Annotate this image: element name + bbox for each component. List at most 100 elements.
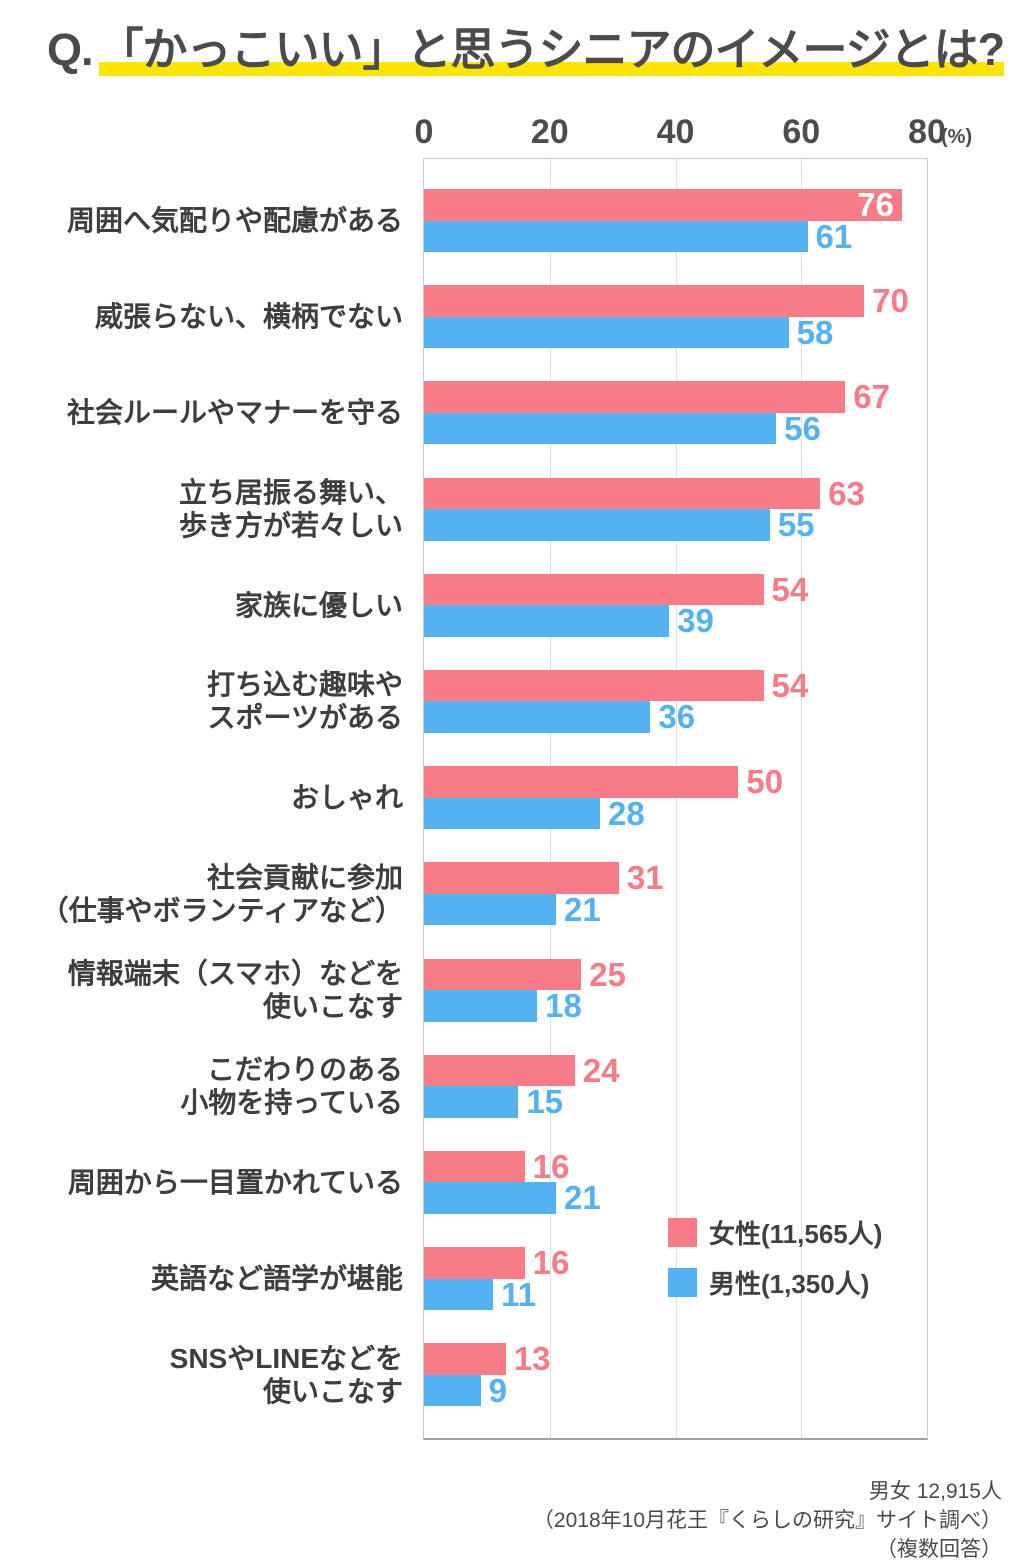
male-bar-track: 39 xyxy=(424,605,808,637)
female-bar-value: 63 xyxy=(828,474,865,512)
male-bar xyxy=(424,797,601,830)
male-bar-track: 9 xyxy=(424,1371,550,1409)
male-bar xyxy=(424,1278,494,1311)
category-label-line: 家族に優しい xyxy=(234,589,403,621)
category-label-line: 歩き方が若々しい xyxy=(178,510,403,542)
male-bar xyxy=(424,412,777,445)
bar-pair: 54 36 xyxy=(424,666,809,736)
chart-row: 周囲から一目置かれている 16 21 xyxy=(0,1150,1024,1247)
x-tick-label: 60 xyxy=(782,113,821,151)
male-bar-track: 18 xyxy=(424,987,626,1024)
female-bar-value: 67 xyxy=(853,378,890,416)
category-label-line: 使いこなす xyxy=(262,991,403,1022)
female-bar xyxy=(424,1054,575,1087)
male-bar-value: 36 xyxy=(658,698,696,736)
male-bar-value: 15 xyxy=(526,1083,564,1121)
female-bar-value: 76 xyxy=(857,186,894,223)
category-label: 情報端末（スマホ）などを 使いこなす xyxy=(68,958,403,1022)
female-bar xyxy=(424,1247,525,1279)
female-bar-track: 24 xyxy=(424,1051,620,1089)
category-label: おしゃれ xyxy=(291,766,403,829)
category-label-line: 打ち込む趣味や xyxy=(206,669,403,701)
bar-pair: 31 21 xyxy=(424,862,664,928)
chart-row: 打ち込む趣味や スポーツがある 54 36 xyxy=(0,666,1024,766)
male-bar xyxy=(424,1374,481,1407)
source-note-line1: 男女 12,915人 xyxy=(868,1480,1002,1503)
category-label-line: 立ち居振る舞い、 xyxy=(178,477,403,509)
female-bar xyxy=(424,477,821,510)
female-bar xyxy=(424,285,865,317)
female-bar-value: 54 xyxy=(771,666,809,704)
category-label-line: 使いこなす xyxy=(262,1375,403,1407)
male-bar-value: 28 xyxy=(608,794,645,832)
male-bar-track: 58 xyxy=(424,313,909,351)
female-bar-value: 16 xyxy=(532,1244,570,1282)
category-label-line: 社会ルールやマナーを守る xyxy=(66,397,403,429)
female-bar xyxy=(424,669,764,702)
female-bar-value: 24 xyxy=(582,1051,620,1089)
female-swatch-icon xyxy=(668,1218,697,1247)
male-bar-track: 61 xyxy=(424,217,902,255)
category-label: こだわりのある 小物を持っている xyxy=(180,1054,403,1119)
female-bar-track: 50 xyxy=(424,763,784,801)
bar-pair: 13 9 xyxy=(424,1343,550,1406)
female-bar-track: 25 xyxy=(424,958,626,990)
female-bar xyxy=(424,1150,525,1183)
female-bar-track: 54 xyxy=(424,573,808,606)
female-bar xyxy=(424,958,582,990)
category-label-line: 周囲へ気配りや配慮がある xyxy=(66,205,403,236)
female-bar xyxy=(424,573,764,606)
female-bar-value: 70 xyxy=(872,282,909,320)
male-bar-value: 39 xyxy=(677,602,714,640)
x-axis-unit-label: (%) xyxy=(941,126,973,148)
x-tick-label: 40 xyxy=(656,113,695,151)
category-label: SNSやLINEなどを 使いこなす xyxy=(170,1343,403,1407)
male-bar-track: 21 xyxy=(424,890,664,928)
female-bar xyxy=(424,766,739,798)
chart-row: 威張らない、横柄でない 70 58 xyxy=(0,282,1024,381)
bar-pair: 50 28 xyxy=(424,763,784,832)
bar-pair: 67 56 xyxy=(424,381,890,445)
category-label-line: 英語など語学が堪能 xyxy=(150,1263,403,1295)
source-note-line2: （2018年10月花王『くらしの研究』サイト調べ） xyxy=(532,1509,1002,1532)
chart-title-highlight: 「かっこいい」と思うシニアのイメージとは? xyxy=(98,24,1005,76)
category-label-line: 小物を持っている xyxy=(180,1087,403,1119)
male-bar-track: 28 xyxy=(424,794,783,832)
male-bar-value: 61 xyxy=(815,217,853,255)
female-bar-track: 70 xyxy=(424,282,909,320)
bar-pair: 16 11 xyxy=(424,1244,570,1313)
category-label-line: 周囲から一目置かれている xyxy=(67,1166,403,1198)
bar-pair: 24 15 xyxy=(424,1051,620,1121)
chart-row: 英語など語学が堪能 16 11 xyxy=(0,1244,1024,1343)
male-swatch-icon xyxy=(668,1268,697,1297)
male-bar-track: 56 xyxy=(424,412,890,445)
male-bar-value: 11 xyxy=(501,1275,537,1313)
female-bar: 76 xyxy=(424,186,902,223)
chart-title: Q. 「かっこいい」と思うシニアのイメージとは? xyxy=(47,22,1005,78)
male-bar-value: 18 xyxy=(545,987,582,1024)
female-bar-track: 67 xyxy=(424,381,890,413)
chart-row: 家族に優しい 54 39 xyxy=(0,573,1024,670)
chart-row: おしゃれ 50 28 xyxy=(0,763,1024,862)
category-label: 立ち居振る舞い、 歩き方が若々しい xyxy=(178,477,403,542)
category-label-line: こだわりのある xyxy=(206,1054,403,1086)
female-bar-track: 13 xyxy=(424,1343,550,1375)
female-bar-value: 50 xyxy=(746,763,784,801)
category-label-line: 威張らない、横柄でない xyxy=(94,301,403,333)
chart-row: 社会ルールやマナーを守る 67 56 xyxy=(0,381,1024,477)
category-label-line: （仕事やボランティアなど） xyxy=(40,894,403,926)
female-bar-track: 54 xyxy=(424,666,809,704)
male-bar-value: 9 xyxy=(488,1371,507,1409)
legend-item-female: 女性(11,565人) xyxy=(668,1218,882,1249)
source-note: 男女 12,915人 （2018年10月花王『くらしの研究』サイト調べ） （複数… xyxy=(533,1477,1002,1564)
x-tick-label: 0 xyxy=(414,113,434,151)
male-bar-track: 11 xyxy=(424,1275,569,1313)
male-bar-value: 58 xyxy=(796,313,834,351)
bar-rows: 周囲へ気配りや配慮がある 76 61 威張らない、横柄でない 70 58 社会ルールやマナー… xyxy=(0,158,1024,1440)
female-bar xyxy=(424,381,846,413)
bar-pair: 25 18 xyxy=(424,958,626,1024)
male-bar xyxy=(424,316,789,349)
male-bar-value: 21 xyxy=(564,890,601,928)
category-label-line: 社会貢献に参加 xyxy=(206,861,403,893)
female-bar xyxy=(424,1343,506,1375)
